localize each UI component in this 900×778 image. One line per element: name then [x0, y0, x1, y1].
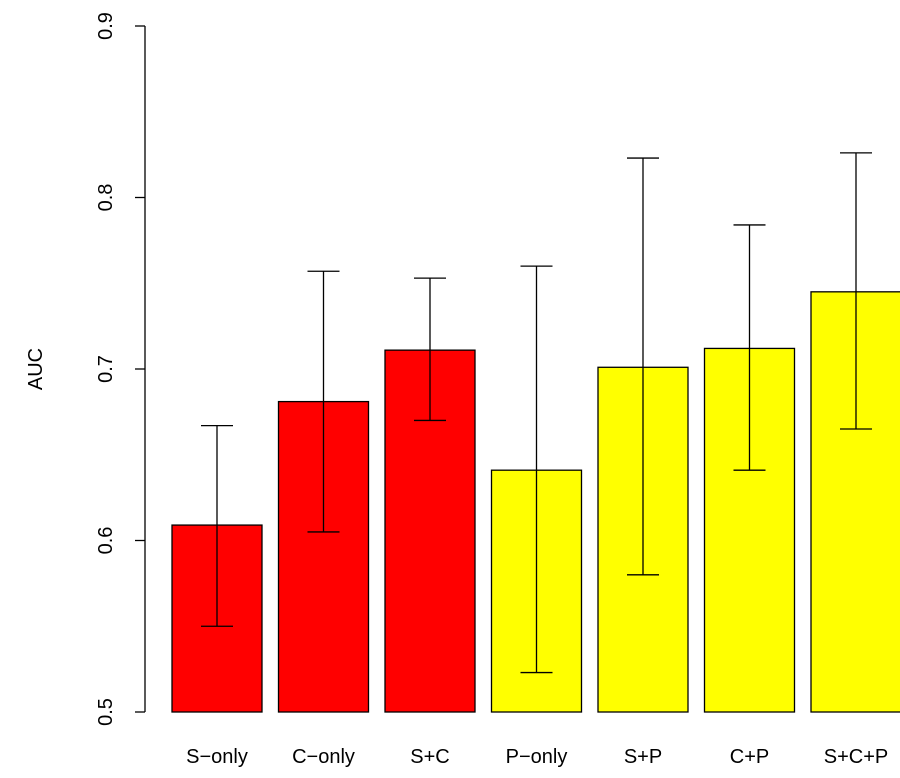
error-bars-group	[201, 152, 872, 674]
y-tick-label: 0.7	[95, 355, 117, 383]
x-category-label: S+P	[624, 746, 662, 768]
y-tick-label: 0.5	[95, 698, 117, 726]
x-category-label: C+P	[730, 746, 769, 768]
x-category-label: P−only	[506, 746, 568, 768]
x-category-label: S+C+P	[824, 746, 888, 768]
y-tick-label: 0.9	[95, 12, 117, 40]
x-category-label: S−only	[186, 746, 248, 768]
x-category-label: S+C	[410, 746, 449, 768]
y-axis: 0.5 0.6 0.7 0.8 0.9	[95, 12, 146, 726]
x-category-label: C−only	[292, 746, 355, 768]
x-axis-labels: S−only C−only S+C P−only S+P C+P S+C+P	[186, 746, 888, 768]
y-axis-label: AUC	[25, 348, 47, 390]
y-tick-label: 0.8	[95, 184, 117, 212]
y-tick-label: 0.6	[95, 527, 117, 555]
